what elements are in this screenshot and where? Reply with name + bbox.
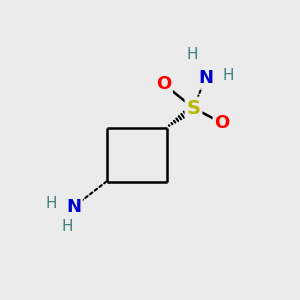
Text: N: N bbox=[66, 198, 81, 216]
Text: H: H bbox=[45, 196, 57, 211]
Text: O: O bbox=[156, 75, 171, 93]
Text: H: H bbox=[61, 219, 74, 234]
Text: S: S bbox=[187, 98, 200, 118]
Text: O: O bbox=[214, 114, 230, 132]
Text: H: H bbox=[222, 68, 234, 82]
Text: H: H bbox=[186, 46, 198, 62]
Text: H: H bbox=[45, 196, 57, 211]
Text: H: H bbox=[62, 219, 73, 234]
Text: H: H bbox=[186, 46, 198, 62]
Text: N: N bbox=[198, 69, 213, 87]
Text: N: N bbox=[198, 69, 213, 87]
Text: H: H bbox=[222, 68, 234, 82]
Text: N: N bbox=[66, 198, 81, 216]
Text: S: S bbox=[187, 98, 200, 118]
Text: O: O bbox=[156, 75, 171, 93]
Text: O: O bbox=[214, 114, 230, 132]
